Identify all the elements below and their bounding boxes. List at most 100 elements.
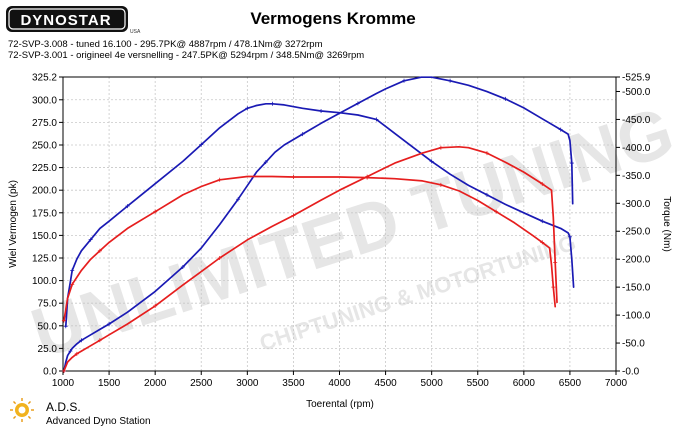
y-tick-label: 275.0 [32, 118, 57, 129]
x-tick-label: 5500 [467, 378, 490, 389]
y-tick-label: 175.0 [32, 208, 57, 219]
y-tick-label: 75.0 [38, 299, 58, 310]
series-point [180, 265, 185, 270]
y-tick-label: 25.0 [38, 344, 58, 355]
series-point [374, 117, 379, 122]
x-tick-label: 5000 [421, 378, 444, 389]
series-line-run2-power [63, 145, 558, 372]
dynostar-logo: DYNOSTAR USA [6, 6, 141, 35]
y2-tick-label: -350.0 [622, 171, 651, 182]
series-point [74, 351, 79, 356]
series-point [503, 96, 508, 101]
x-tick-label: 1000 [52, 378, 75, 389]
x-tick-label: 2500 [190, 378, 213, 389]
series-point [540, 240, 545, 245]
series-point [494, 209, 499, 214]
y2-tick-label: -300.0 [622, 199, 651, 210]
series-point [61, 318, 66, 323]
ads-logo: A.D.S. Advanced Dyno Station [10, 398, 151, 427]
series-point [553, 260, 558, 265]
series-point [263, 160, 268, 165]
tick-labels: 1000 1500 2000 2500 3000 3500 4000 4500 5000 5500… [32, 73, 651, 390]
series-group [61, 76, 575, 373]
series-point [270, 101, 275, 106]
y-tick-label: 225.0 [32, 163, 57, 174]
series-line-run1-torque [64, 102, 575, 328]
x-tick-label: 4500 [374, 378, 397, 389]
y2-tick-label: -200.0 [622, 255, 651, 266]
y-tick-label: 100.0 [32, 276, 57, 287]
x-tick-label: 6000 [513, 378, 536, 389]
y-tick-label: 200.0 [32, 186, 57, 197]
series-point [217, 255, 222, 260]
x-tick-label: 2000 [144, 378, 167, 389]
series-point [291, 213, 296, 218]
series-point [70, 282, 75, 287]
y2-tick-label: -50.0 [622, 339, 645, 350]
series-point [540, 181, 545, 186]
logo-text: DYNOSTAR [20, 12, 111, 29]
series-point [97, 248, 102, 253]
x-tick-label: 6500 [559, 378, 582, 389]
y2-tick-label: -0.0 [622, 367, 640, 378]
y2-tick-label: -100.0 [622, 311, 651, 322]
y2-axis-title: Torque (Nm) [661, 196, 672, 252]
series-point [88, 237, 93, 242]
series-point [236, 197, 241, 202]
series-point [291, 175, 296, 180]
y-tick-label: 0.0 [43, 367, 57, 378]
series-point [153, 209, 158, 214]
series-point [70, 268, 75, 273]
run2-label: 72-SVP-3.001 - origineel 4e versnelling … [8, 50, 364, 61]
series-point [199, 142, 204, 147]
y2-tick-label: -450.0 [622, 115, 651, 126]
y-tick-label: 300.0 [32, 95, 57, 106]
logo-background [6, 6, 128, 32]
series-point [540, 219, 545, 224]
series-point [61, 369, 66, 373]
x-tick-label: 3500 [282, 378, 305, 389]
series-point [429, 159, 434, 164]
series-point [319, 109, 324, 114]
series-line-run2-torque [63, 175, 557, 322]
y2-tick-label: -150.0 [622, 283, 651, 294]
series-point [365, 175, 370, 180]
chart-title: Vermogens Kromme [250, 9, 415, 28]
y2-tick-label: -500.0 [622, 87, 651, 98]
series-point [63, 324, 68, 329]
y-tick-label: 150.0 [32, 231, 57, 242]
series-point [79, 338, 84, 343]
y2-tick-label: -525.9 [622, 73, 651, 84]
series-point [438, 145, 443, 150]
series-point [551, 285, 556, 290]
series-point [300, 132, 305, 137]
y-tick-label: 325.2 [32, 73, 57, 84]
ads-brand-sub: Advanced Dyno Station [46, 416, 151, 427]
logo-frame [8, 8, 126, 30]
series-point [217, 177, 222, 182]
series-point [484, 151, 489, 156]
series-line-run1-power [63, 76, 574, 372]
series-point [569, 161, 574, 166]
y2-tick-label: -250.0 [622, 227, 651, 238]
y2-tick-label: -400.0 [622, 143, 651, 154]
grid [63, 77, 616, 371]
x-tick-label: 7000 [605, 378, 628, 389]
axes [59, 76, 620, 375]
series-point [484, 192, 489, 197]
y-tick-label: 250.0 [32, 140, 57, 151]
logo-small-text: USA [130, 29, 141, 35]
series-point [402, 78, 407, 83]
series-point [355, 101, 360, 106]
y-tick-label: 50.0 [38, 321, 58, 332]
x-tick-label: 3000 [236, 378, 259, 389]
series-point [125, 204, 130, 209]
series-point [97, 338, 102, 343]
series-point [567, 234, 572, 239]
x-tick-label: 4000 [328, 378, 351, 389]
sun-icon [10, 398, 34, 422]
series-point [107, 321, 112, 326]
ads-brand: A.D.S. [46, 400, 81, 414]
run1-label: 72-SVP-3.008 - tuned 16.100 - 295.7PK@ 4… [8, 39, 323, 50]
